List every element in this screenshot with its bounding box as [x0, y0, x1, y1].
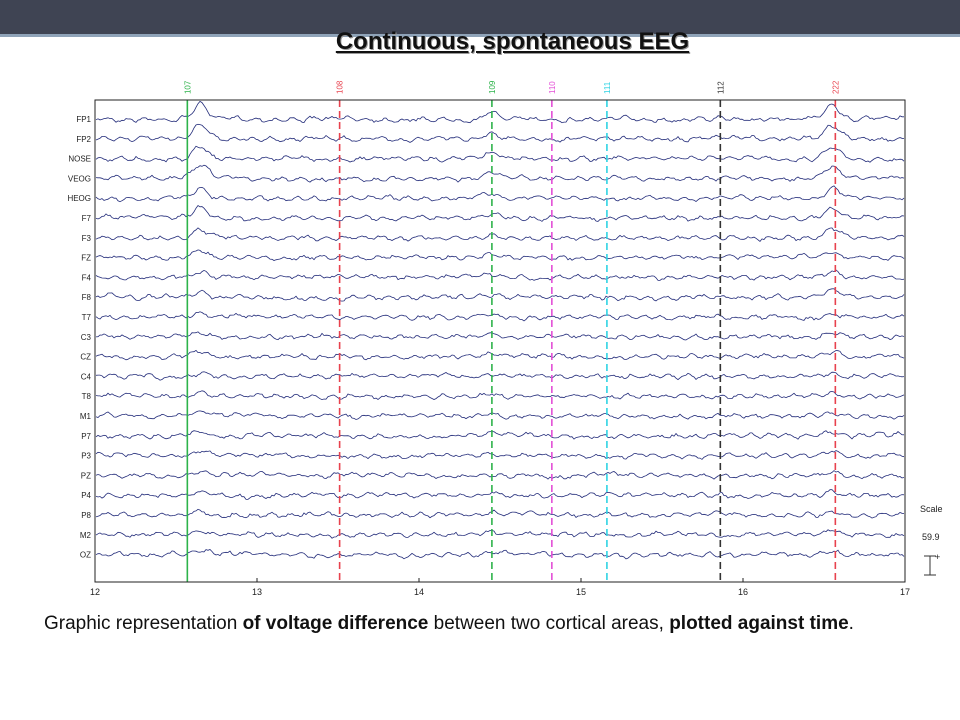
event-marker-label: 108 — [336, 80, 345, 94]
channel-label: T8 — [82, 392, 92, 401]
event-marker-label: 222 — [831, 80, 840, 94]
event-marker-label: 107 — [183, 80, 192, 94]
x-tick-label: 13 — [252, 587, 262, 597]
channel-label: FZ — [81, 254, 91, 263]
eeg-trace — [95, 331, 905, 341]
event-markers: 107 108 109 110 111 112 222 — [183, 80, 840, 582]
channel-label: F3 — [82, 234, 92, 243]
eeg-chart: 107 108 109 110 111 112 222 FP1 FP2 NOSE VEOG HEOG… — [67, 80, 943, 597]
channel-label: P4 — [81, 491, 91, 500]
eeg-trace — [95, 249, 905, 261]
channel-label: VEOG — [68, 174, 91, 183]
slide-caption: Graphic representation of voltage differ… — [44, 610, 924, 637]
channel-label: P8 — [81, 511, 91, 520]
slide-title: Continuous, spontaneous EEG — [335, 28, 690, 55]
channel-label: CZ — [80, 353, 91, 362]
eeg-traces — [95, 100, 905, 560]
channel-label: P7 — [81, 432, 91, 441]
channel-label: T7 — [82, 313, 92, 322]
eeg-trace — [95, 185, 905, 203]
eeg-trace — [95, 390, 905, 401]
x-tick-label: 12 — [90, 587, 100, 597]
channel-label: M2 — [80, 531, 92, 540]
eeg-trace — [95, 410, 905, 420]
eeg-trace — [95, 529, 905, 539]
caption-bold-1: of voltage difference — [242, 613, 429, 634]
channel-label: FP1 — [76, 115, 91, 124]
eeg-trace — [95, 288, 905, 302]
x-tick-label: 14 — [414, 587, 424, 597]
x-axis-ticks: 12 13 14 15 16 17 — [90, 578, 910, 597]
eeg-trace — [95, 269, 905, 281]
eeg-trace — [95, 204, 905, 222]
channel-label: FP2 — [76, 135, 91, 144]
eeg-trace — [95, 123, 905, 143]
channel-label: NOSE — [68, 155, 91, 164]
channel-label: C4 — [81, 372, 92, 381]
eeg-trace — [95, 164, 905, 183]
eeg-trace — [95, 470, 905, 480]
eeg-trace — [95, 311, 905, 322]
caption-text-1: Graphic representation — [44, 613, 243, 634]
event-marker-label: 112 — [716, 81, 725, 94]
caption-bold-2: plotted against time — [669, 613, 849, 634]
eeg-trace — [95, 489, 905, 500]
scale-value: 59.9 — [922, 532, 940, 542]
eeg-trace — [95, 430, 905, 440]
channel-label: F8 — [82, 293, 92, 302]
caption-text-3: . — [848, 613, 854, 634]
channel-label: F7 — [82, 214, 92, 223]
channel-label: M1 — [80, 412, 92, 421]
x-tick-label: 17 — [900, 587, 910, 597]
event-marker-label: 111 — [603, 81, 612, 94]
scale-label: Scale — [920, 504, 943, 514]
channel-label: C3 — [81, 333, 92, 342]
channel-label: HEOG — [67, 194, 91, 203]
scale-sign: + — [935, 552, 940, 562]
eeg-trace — [95, 349, 905, 361]
eeg-trace — [95, 371, 905, 381]
eeg-trace — [95, 549, 905, 560]
channel-label: OZ — [80, 551, 91, 560]
x-tick-label: 15 — [576, 587, 586, 597]
eeg-trace — [95, 450, 905, 460]
x-tick-label: 16 — [738, 587, 748, 597]
event-marker-label: 109 — [488, 80, 497, 94]
slide-header-accent — [0, 34, 960, 37]
scale-indicator: Scale 59.9 + — [920, 504, 943, 576]
eeg-trace — [95, 508, 905, 519]
slide-header-bar — [0, 0, 960, 34]
channel-label: P3 — [81, 452, 91, 461]
channel-labels: FP1 FP2 NOSE VEOG HEOG F7 F3 FZ F4 F8 T7 C3 CZ C4 T8 M1… — [67, 115, 91, 560]
event-marker-label: 110 — [548, 81, 557, 94]
eeg-trace — [95, 227, 905, 242]
eeg-trace — [95, 100, 904, 124]
eeg-trace — [95, 145, 905, 163]
channel-label: F4 — [82, 273, 92, 282]
channel-label: PZ — [81, 471, 91, 480]
plot-frame — [94, 99, 906, 583]
caption-text-2: between two cortical areas, — [428, 613, 670, 634]
